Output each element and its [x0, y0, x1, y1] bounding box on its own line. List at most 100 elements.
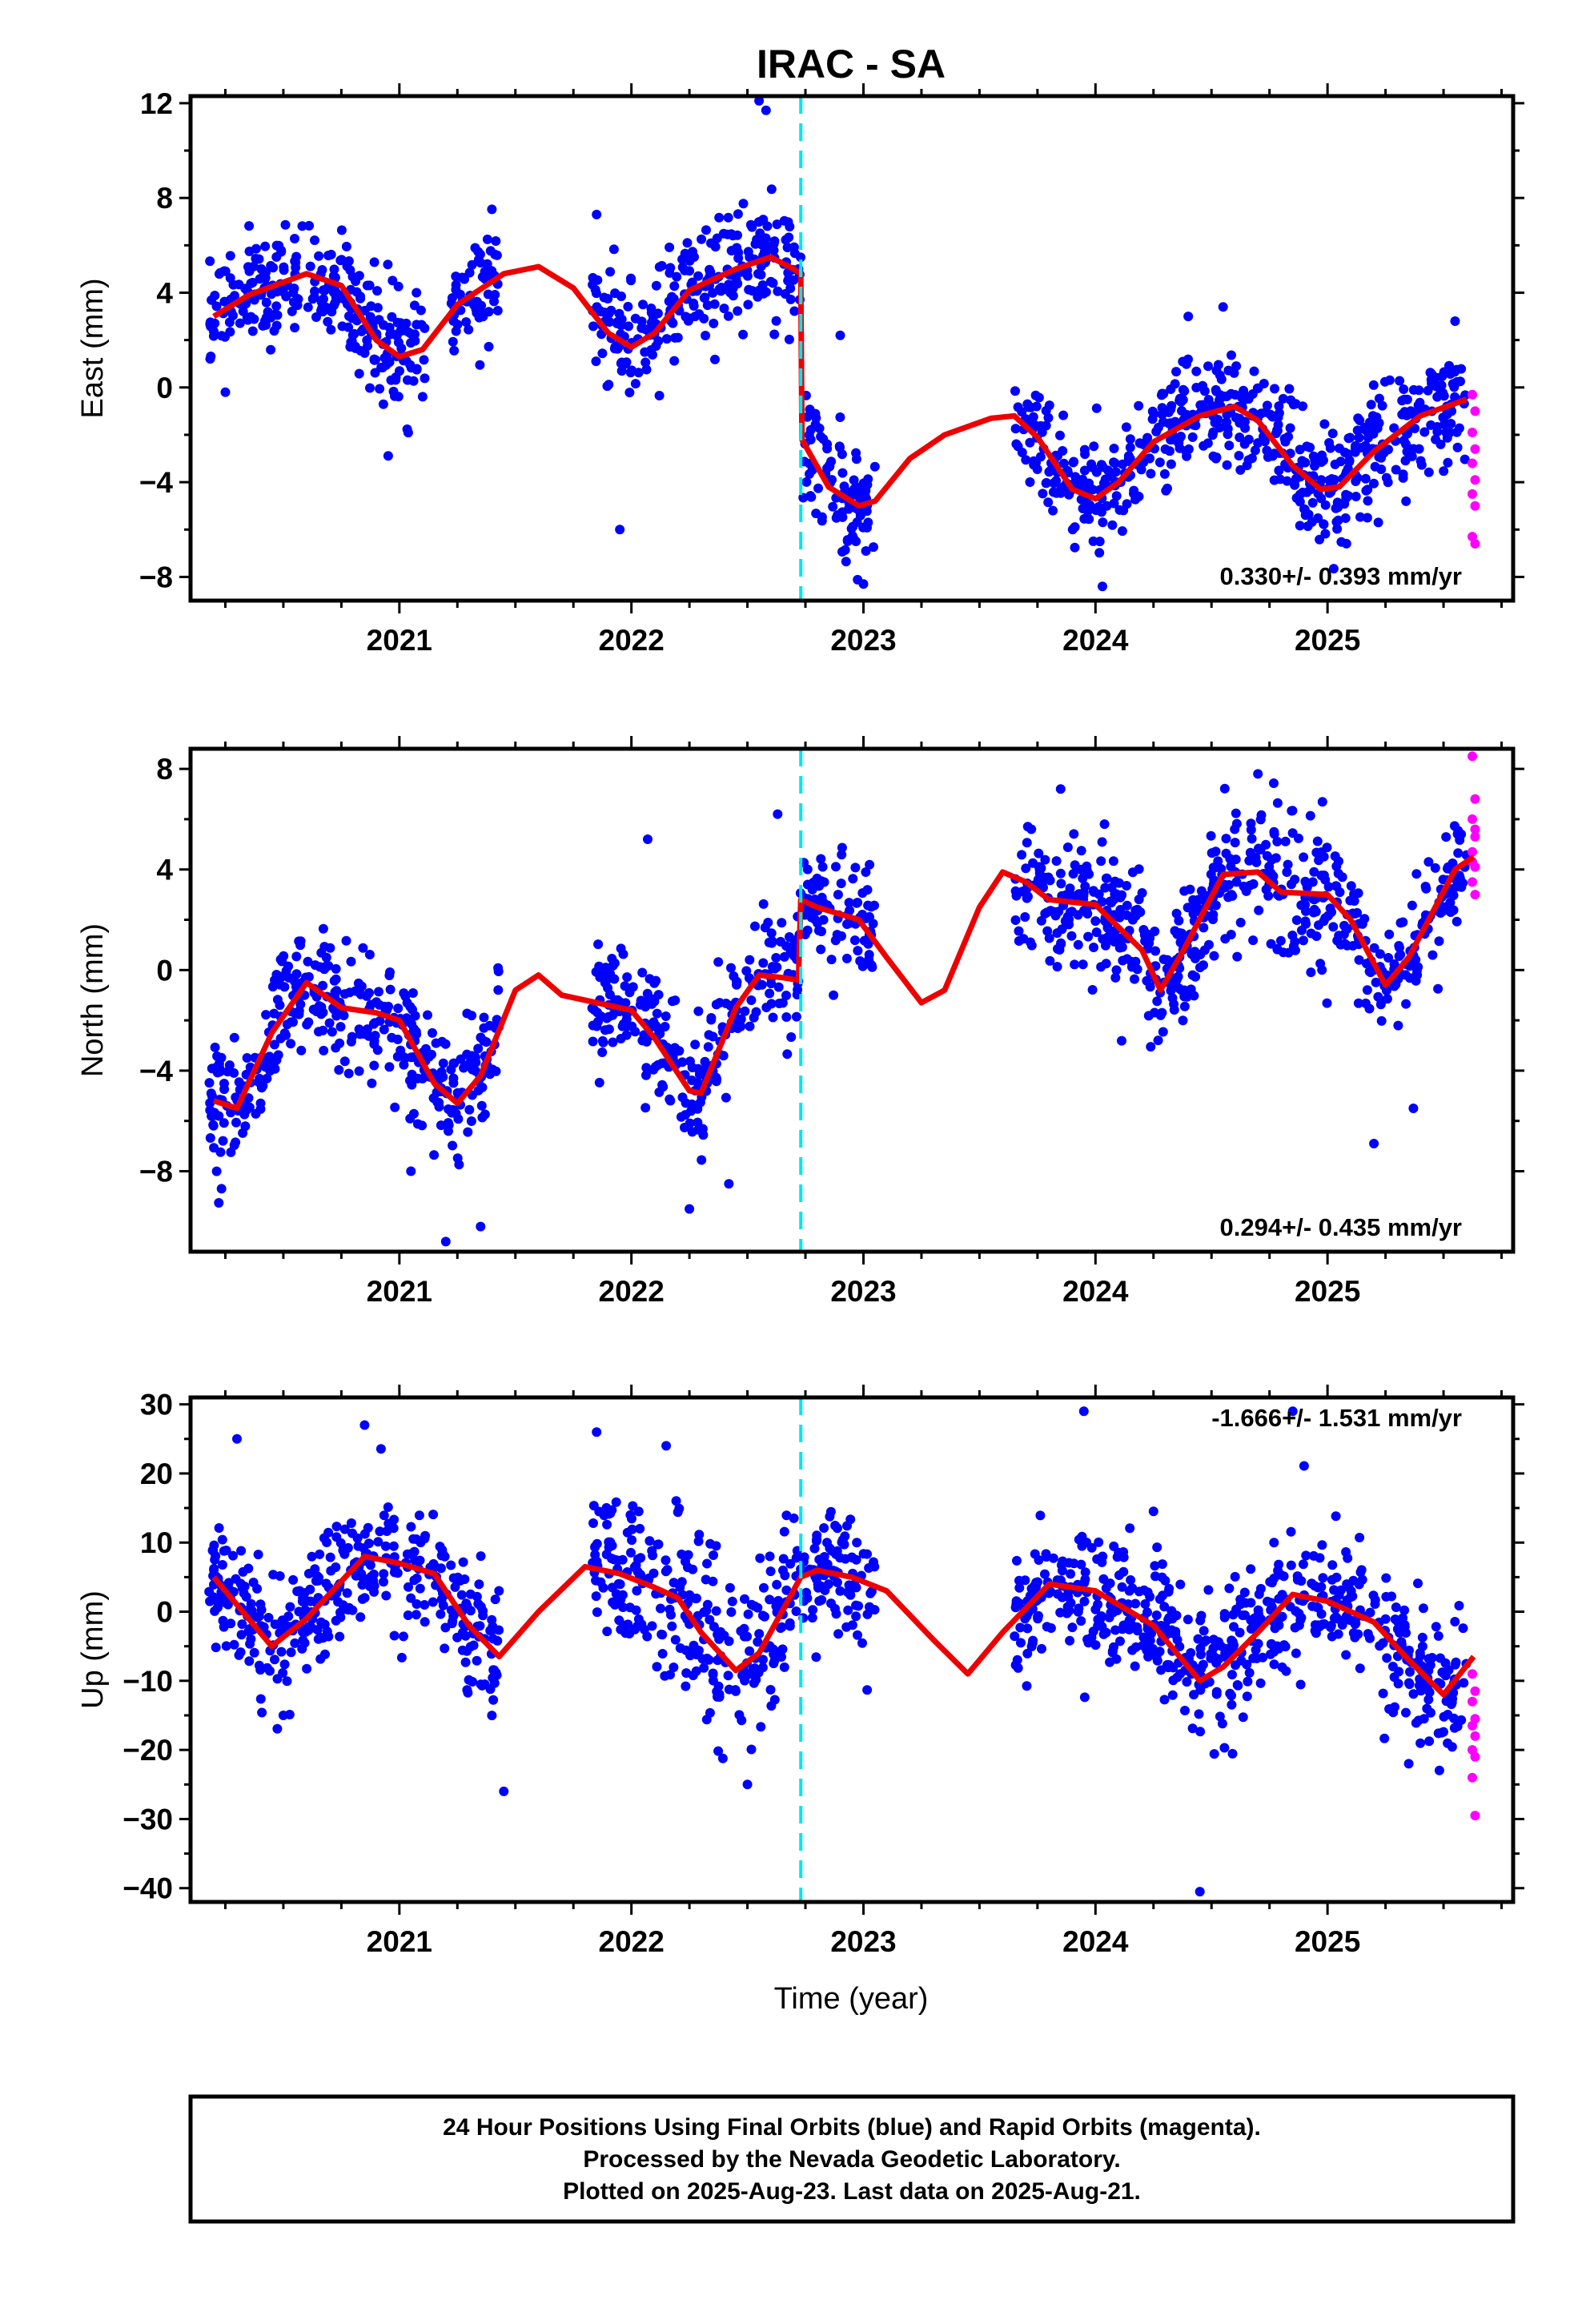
- final-orbit-point: [1045, 955, 1055, 966]
- final-orbit-point: [225, 251, 235, 261]
- final-orbit-point: [1157, 1007, 1167, 1018]
- final-orbit-point: [1038, 874, 1048, 884]
- final-orbit-point: [660, 1022, 670, 1031]
- final-orbit-point: [480, 267, 490, 277]
- final-orbit-point: [1246, 1564, 1256, 1574]
- final-orbit-point: [610, 288, 620, 299]
- final-orbit-point: [789, 1513, 799, 1523]
- rapid-orbit-point: [1470, 1686, 1480, 1696]
- final-orbit-point: [741, 966, 752, 976]
- final-orbit-point: [713, 1746, 724, 1756]
- final-orbit-point: [483, 289, 493, 300]
- final-orbit-point: [631, 1605, 641, 1615]
- final-orbit-point: [1075, 480, 1085, 490]
- final-orbit-point: [354, 1066, 364, 1076]
- final-orbit-point: [1146, 468, 1156, 479]
- final-orbit-point: [235, 318, 245, 328]
- final-orbit-point: [777, 998, 788, 1008]
- final-orbit-point: [1300, 916, 1311, 927]
- final-orbit-point: [1222, 460, 1232, 470]
- final-orbit-point: [651, 280, 661, 291]
- final-orbit-point: [1401, 999, 1411, 1009]
- final-orbit-point: [221, 1598, 231, 1608]
- final-orbit-point: [851, 1600, 861, 1610]
- final-orbit-point: [1452, 916, 1462, 927]
- final-orbit-point: [716, 1626, 725, 1637]
- final-orbit-point: [291, 951, 302, 962]
- final-orbit-point: [1129, 485, 1139, 496]
- final-orbit-point: [855, 956, 865, 966]
- final-orbit-point: [706, 1015, 717, 1025]
- final-orbit-point: [753, 1637, 763, 1647]
- final-orbit-point: [742, 1779, 753, 1790]
- final-orbit-point: [1311, 907, 1321, 917]
- final-orbit-point: [272, 1674, 283, 1684]
- final-orbit-point: [440, 1039, 451, 1049]
- final-orbit-point: [625, 1510, 636, 1520]
- final-orbit-point: [860, 490, 870, 501]
- final-orbit-point: [315, 1549, 325, 1559]
- final-orbit-point: [1307, 877, 1318, 887]
- final-orbit-point: [638, 300, 648, 310]
- final-orbit-point: [1058, 1556, 1068, 1566]
- final-orbit-point: [1211, 1689, 1222, 1699]
- final-orbit-point: [1251, 857, 1262, 867]
- final-orbit-point: [616, 943, 626, 954]
- final-orbit-point: [702, 1558, 713, 1569]
- final-orbit-point: [1160, 1575, 1170, 1586]
- final-orbit-point: [260, 273, 271, 283]
- final-orbit-point: [1430, 862, 1440, 873]
- final-orbit-point: [448, 1058, 459, 1068]
- final-orbit-point: [1305, 810, 1315, 821]
- final-orbit-point: [608, 244, 619, 255]
- final-orbit-point: [636, 323, 647, 333]
- final-orbit-point: [753, 217, 764, 227]
- final-orbit-point: [1222, 391, 1232, 401]
- final-orbit-point: [620, 1628, 631, 1638]
- final-orbit-point: [683, 1562, 693, 1573]
- final-orbit-point: [269, 1039, 279, 1050]
- final-orbit-point: [307, 294, 318, 304]
- final-orbit-point: [697, 234, 707, 244]
- final-orbit-point: [1456, 376, 1465, 387]
- final-orbit-point: [321, 1578, 331, 1589]
- final-orbit-point: [760, 923, 770, 933]
- final-orbit-point: [1122, 499, 1132, 509]
- final-orbit-point: [484, 307, 494, 317]
- final-orbit-point: [369, 354, 379, 364]
- final-orbit-point: [363, 340, 373, 351]
- final-orbit-point: [1182, 1614, 1193, 1625]
- rapid-orbit-point: [1468, 751, 1477, 762]
- final-orbit-point: [782, 243, 793, 252]
- final-orbit-point: [843, 1605, 853, 1615]
- final-orbit-point: [1332, 935, 1343, 946]
- final-orbit-point: [403, 428, 413, 438]
- final-orbit-point: [311, 1007, 322, 1016]
- final-orbit-point: [818, 434, 829, 444]
- final-orbit-point: [1117, 526, 1127, 537]
- final-orbit-point: [685, 1590, 695, 1600]
- final-orbit-point: [1174, 928, 1185, 938]
- final-orbit-point: [1016, 1638, 1026, 1648]
- final-orbit-point: [592, 1607, 602, 1618]
- final-orbit-point: [327, 1027, 337, 1037]
- final-orbit-point: [750, 921, 760, 931]
- final-orbit-point: [1393, 1679, 1403, 1689]
- final-orbit-point: [1319, 851, 1329, 862]
- final-orbit-point: [1419, 427, 1430, 437]
- final-orbit-point: [1302, 441, 1312, 452]
- final-orbit-point: [1105, 1657, 1115, 1667]
- velocity-label: -1.666+/- 1.531 mm/yr: [1211, 1404, 1462, 1432]
- final-orbit-point: [359, 1529, 370, 1539]
- final-orbit-point: [1440, 1671, 1451, 1681]
- final-orbit-point: [1460, 454, 1470, 464]
- final-orbit-point: [626, 273, 636, 283]
- final-orbit-point: [1307, 517, 1317, 527]
- final-orbit-point: [817, 862, 828, 872]
- final-orbit-point: [1098, 581, 1107, 592]
- final-orbit-point: [1423, 467, 1434, 477]
- x-tick-label: 2022: [599, 624, 665, 657]
- final-orbit-point: [1337, 1620, 1347, 1630]
- final-orbit-point: [1159, 468, 1170, 479]
